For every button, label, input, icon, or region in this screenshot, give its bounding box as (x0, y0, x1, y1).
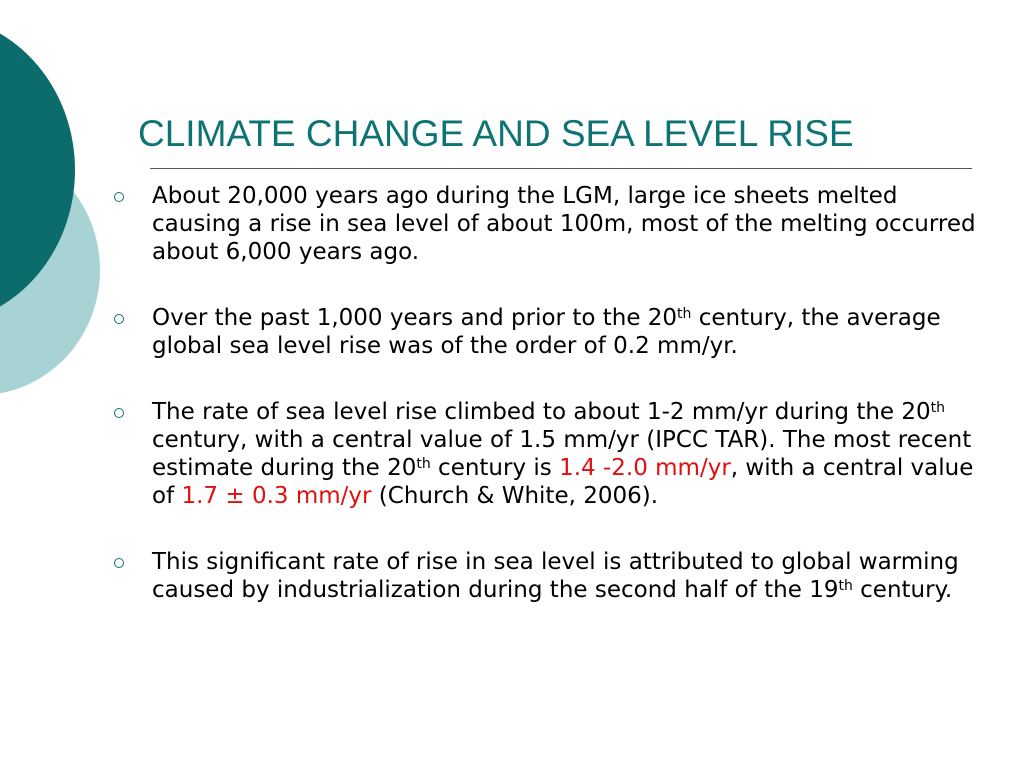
bullet-circle-icon (114, 192, 124, 202)
bullet-text-part: century, the average global sea level ri… (152, 305, 941, 359)
bullet-text-part: The rate of sea level rise climbed to ab… (152, 399, 931, 425)
bullet-circle-icon (114, 314, 124, 324)
bullet-list: About 20,000 years ago during the LGM, l… (110, 182, 992, 642)
bullet-text-part: century. (852, 577, 953, 603)
bullet-text-part: Over the past 1,000 years and prior to t… (152, 305, 678, 331)
ordinal-suffix: th (930, 400, 946, 417)
bullet-text-part: , with a central value of (152, 455, 974, 509)
bullet-text-part: century, with a central value of 1.5 mm/… (152, 427, 972, 481)
highlighted-central-value: 1.7 ± 0.3 mm/yr (181, 483, 372, 509)
bullet-circle-icon (114, 558, 124, 568)
bullet-text-part: (Church & White, 2006). (371, 483, 659, 509)
bullet-item-lgm: About 20,000 years ago during the LGM, l… (110, 182, 992, 266)
bullet-item-20th-century-rate: The rate of sea level rise climbed to ab… (110, 398, 992, 510)
title-divider (150, 168, 972, 169)
bullet-circle-icon (114, 408, 124, 418)
bullet-text-part: This significant rate of rise in sea lev… (152, 549, 959, 603)
bullet-text-part: century is (430, 455, 560, 481)
ordinal-suffix: th (838, 578, 853, 595)
ordinal-suffix: th (677, 306, 692, 323)
ordinal-suffix: th (416, 456, 431, 473)
bullet-item-past-1000-years: Over the past 1,000 years and prior to t… (110, 304, 992, 360)
highlighted-range: 1.4 -2.0 mm/yr (559, 455, 731, 481)
bullet-item-attribution: This significant rate of rise in sea lev… (110, 548, 992, 604)
slide-title: CLIMATE CHANGE AND SEA LEVEL RISE (138, 113, 854, 154)
bullet-text: About 20,000 years ago during the LGM, l… (152, 183, 976, 265)
